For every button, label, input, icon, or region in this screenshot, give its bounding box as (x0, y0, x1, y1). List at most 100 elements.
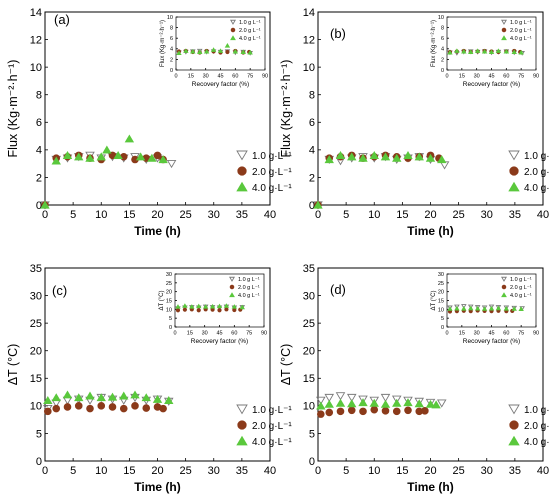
panel-c-inset-legend-label: 4.0 g L⁻¹ (238, 293, 260, 299)
panel-c-point (51, 393, 61, 402)
panel-d-main-xtick-label: 40 (537, 465, 549, 477)
panel-d-inset-ytick-label: 0 (441, 325, 444, 331)
panel-a-main-xtick-label: 10 (95, 209, 107, 221)
panel-a-inset-point (203, 48, 210, 54)
panel-a-inset-legend-marker (230, 19, 236, 25)
panel-d-inset-point (495, 305, 502, 310)
panel-d-main-xtick-label: 15 (396, 465, 408, 477)
panel-b-inset-point (481, 48, 488, 54)
panel-a-label: (a) (54, 12, 70, 27)
panel-b-inset-xtick-label: 60 (503, 74, 509, 80)
panel-b-inset-point (468, 49, 474, 54)
panel-a-inset-xlabel: Recovery factor (%) (192, 81, 249, 88)
panel-a-main-ytick-label: 4 (36, 145, 42, 157)
panel-d-point (392, 398, 402, 407)
panel-b-inset-point (474, 48, 481, 53)
panel-c-point (108, 403, 117, 411)
panel-b-point (392, 153, 402, 162)
panel-d-inset-legend-marker (501, 276, 507, 282)
panel-c-main-xlabel: Time (h) (134, 480, 180, 494)
panel-d-main-ytick-label: 35 (303, 263, 315, 275)
panel-b-inset-point (488, 49, 495, 54)
panel-d-inset-point (461, 304, 467, 309)
panel-c-inset-ytick-label: 5 (169, 316, 172, 322)
panel-d-point (324, 393, 335, 403)
panel-d-inset-ytick-label: 25 (438, 281, 444, 287)
panel-a-point (147, 153, 157, 162)
panel-d-inset-xtick-label: 0 (445, 331, 448, 337)
panel-c-point (152, 394, 163, 403)
panel-a-inset-point (176, 50, 182, 56)
panel-a-main-xtick-label: 30 (208, 209, 220, 221)
panel-b-point (335, 150, 346, 159)
panel-a-inset-point (224, 43, 231, 48)
panel-c-inset-xtick-label: 30 (202, 331, 208, 337)
panel-d-legend-label: 1.0 g·L⁻¹ (524, 405, 550, 416)
panel-b-main-xlabel: Time (h) (407, 224, 453, 238)
panel-a-main-frame (44, 11, 271, 206)
panel-c-point (131, 402, 139, 410)
panel-a-point (166, 159, 177, 169)
panel-d-inset-point (481, 306, 488, 311)
panel-b-point (313, 200, 323, 209)
panel-a-point (102, 145, 112, 154)
panel-a-inset-ytick-label: 8 (170, 26, 173, 32)
panel-c-point (107, 392, 118, 401)
panel-b-main-xtick-label: 35 (509, 209, 521, 221)
panel-a-point (74, 152, 84, 161)
panel-c-inset-ytick-label: 15 (166, 298, 172, 304)
panel-c-main-ylabel: ΔT (°C) (6, 344, 20, 386)
panel-b-inset-ytick-label: 10 (438, 15, 444, 21)
panel-a-point (51, 156, 61, 165)
panel-d-inset-legend-label: 4.0 g L⁻¹ (510, 293, 532, 299)
panel-a-inset-ylabel: Flux (Kg·m⁻²·h⁻¹) (160, 20, 166, 67)
panel-a-inset-xtick-label: 30 (203, 74, 209, 80)
panel-a-main-xtick-label: 40 (264, 209, 276, 221)
panel-d-point (359, 407, 367, 416)
panel-d-main-xtick-label: 25 (453, 465, 465, 477)
panel-d-legend-label: 4.0 g·L⁻¹ (524, 437, 550, 448)
panel-c-inset-point (202, 304, 209, 309)
panel-b-label: (b) (330, 26, 346, 41)
panel-b-main-ytick-label: 2 (309, 172, 315, 184)
panel-c-inset-ytick-label: 10 (166, 307, 172, 313)
panel-d-inset-xtick-label: 45 (488, 331, 494, 337)
panel-d-inset-xtick-label: 15 (459, 331, 465, 337)
panel-b-inset-ylabel: Flux (Kg·m⁻²·h⁻¹) (431, 20, 437, 67)
panel-d-inset-ytick-label: 20 (438, 290, 444, 296)
panel-a-legend-marker (236, 181, 248, 192)
panel-c-main-xtick-label: 30 (208, 465, 220, 477)
panel-a-inset-xtick-label: 75 (247, 74, 253, 80)
panel-c-inset-point (223, 303, 230, 308)
panel-c: 0 5 10 15 20 25 30 35 40 0 5 10 15 20 25 30 35 Time (h) ΔT… (6, 263, 292, 494)
panel-d-point (346, 393, 357, 403)
panel-c-point (97, 402, 106, 410)
panel-c-inset-point (196, 303, 202, 309)
panel-d-inset-point (454, 305, 460, 311)
panel-d-main-xtick-label: 35 (509, 465, 521, 477)
panel-c-inset-xtick-label: 15 (187, 331, 193, 337)
panel-c-point (74, 393, 84, 402)
panel-b-point (414, 152, 424, 161)
panel-c-inset-legend-marker (229, 292, 235, 298)
panel-d-point (347, 406, 356, 415)
panel-a-inset-point (247, 49, 253, 55)
panel-a-inset-ytick-label: 2 (170, 57, 173, 63)
panel-c-inset-xtick-label: 75 (246, 331, 252, 337)
panel-d-point (414, 399, 424, 408)
panel-d-point (370, 405, 379, 414)
panel-b-inset-xtick-label: 90 (533, 74, 539, 80)
panel-b-inset-legend-marker (501, 27, 507, 33)
panel-c-main-ytick-label: 15 (30, 373, 42, 385)
panel-b-main-xtick-label: 20 (424, 209, 436, 221)
panel-b-inset-xtick-label: 0 (445, 74, 448, 80)
panel-d-point (316, 396, 326, 405)
panel-d-main-ytick-label: 20 (303, 346, 315, 358)
panel-c-main-ytick-label: 35 (30, 263, 42, 275)
panel-a-inset-legend-marker (230, 27, 236, 33)
panel-b-point (369, 150, 379, 159)
panel-d-point (347, 399, 357, 408)
panel-a-inset-point (240, 49, 246, 54)
panel-a-inset-xtick-label: 0 (174, 74, 177, 80)
panel-a-main-ytick-label: 8 (36, 90, 42, 102)
